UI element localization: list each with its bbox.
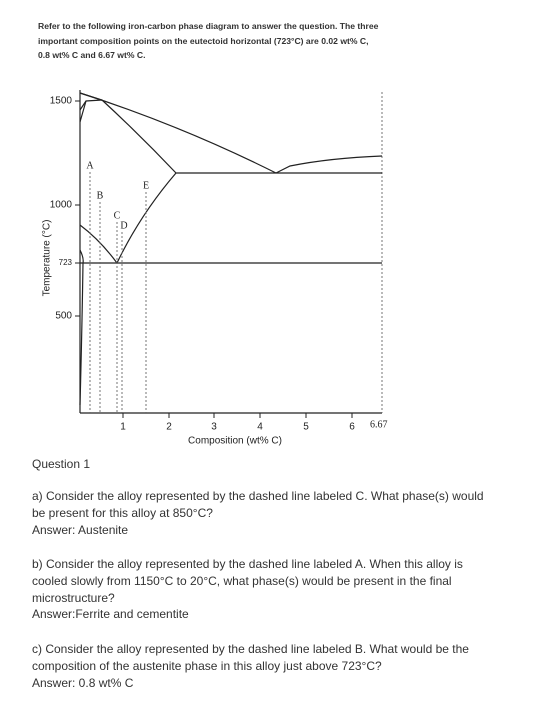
x-tick-label: 6.67 — [370, 419, 388, 430]
line-label: E — [143, 180, 149, 191]
x-axis-label: Composition (wt% C) — [188, 436, 282, 447]
x-tick-label: 4 — [257, 422, 263, 433]
answer: Answer:Ferrite and cementite — [32, 607, 189, 622]
y-tick-label: 723 — [59, 258, 73, 267]
line-label: B — [97, 190, 104, 201]
intro-line: important composition points on the eute… — [38, 35, 369, 46]
phase-diagram: 1500 1000 723 500 1 2 3 4 5 6 6.67 Compo… — [42, 90, 388, 447]
x-tick-label: 5 — [303, 422, 309, 433]
x-tick-label: 6 — [349, 422, 355, 433]
intro-line: 0.8 wt% C and 6.67 wt% C. — [38, 50, 146, 60]
y-tick-label: 500 — [55, 311, 72, 322]
y-tick-label: 1500 — [50, 96, 73, 107]
question-line: microstructure? — [32, 590, 115, 605]
question-line: be present for this alloy at 850°C? — [32, 505, 213, 520]
question-line: a) Consider the alloy represented by the… — [32, 489, 484, 503]
line-label: C — [114, 210, 121, 221]
answer: Answer: Austenite — [32, 522, 129, 537]
intro-line: Refer to the following iron-carbon phase… — [38, 21, 379, 31]
y-axis-label: Temperature (°C) — [42, 220, 53, 297]
phase-boundaries — [79, 92, 383, 413]
answer: Answer: 0.8 wt% C — [32, 675, 134, 690]
line-label: A — [86, 160, 94, 171]
line-label: D — [120, 220, 127, 231]
y-tick-label: 1000 — [50, 200, 73, 211]
x-tick-label: 3 — [211, 422, 217, 433]
x-tick-label: 1 — [120, 422, 126, 433]
x-tick-label: 2 — [166, 422, 172, 433]
question-title: Question 1 — [32, 457, 91, 471]
question-line: c) Consider the alloy represented by the… — [32, 642, 469, 656]
question-line: cooled slowly from 1150°C to 20°C, what … — [32, 573, 452, 588]
question-line: composition of the austenite phase in th… — [32, 658, 382, 673]
axes — [75, 90, 383, 418]
question-line: b) Consider the alloy represented by the… — [32, 557, 463, 571]
